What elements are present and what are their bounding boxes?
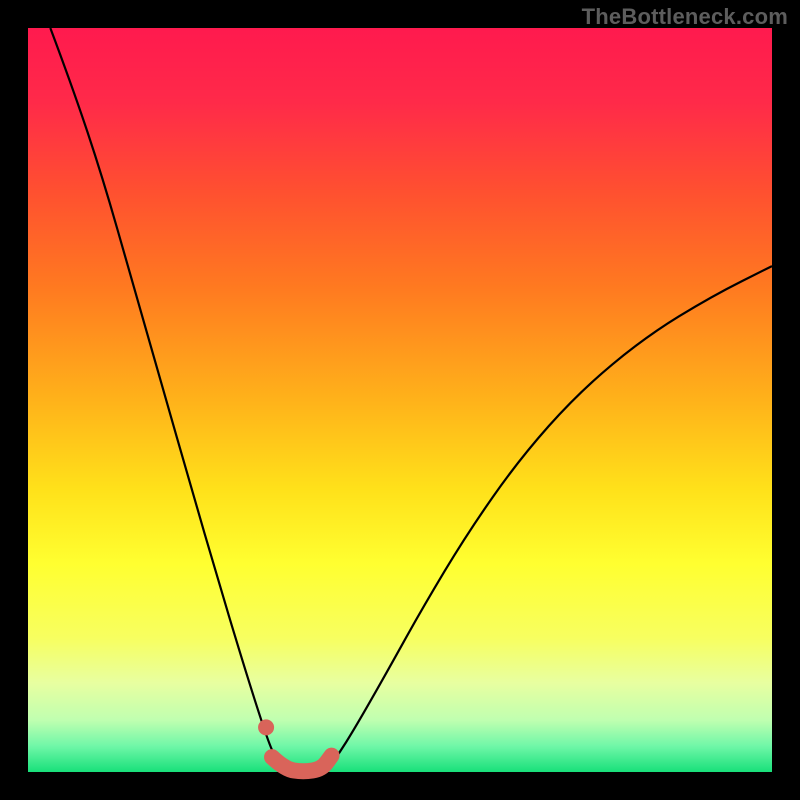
bottleneck-chart	[0, 0, 800, 800]
watermark-text: TheBottleneck.com	[582, 4, 788, 30]
gradient-panel	[28, 28, 772, 772]
chart-stage: TheBottleneck.com	[0, 0, 800, 800]
highlight-dot	[258, 719, 274, 735]
